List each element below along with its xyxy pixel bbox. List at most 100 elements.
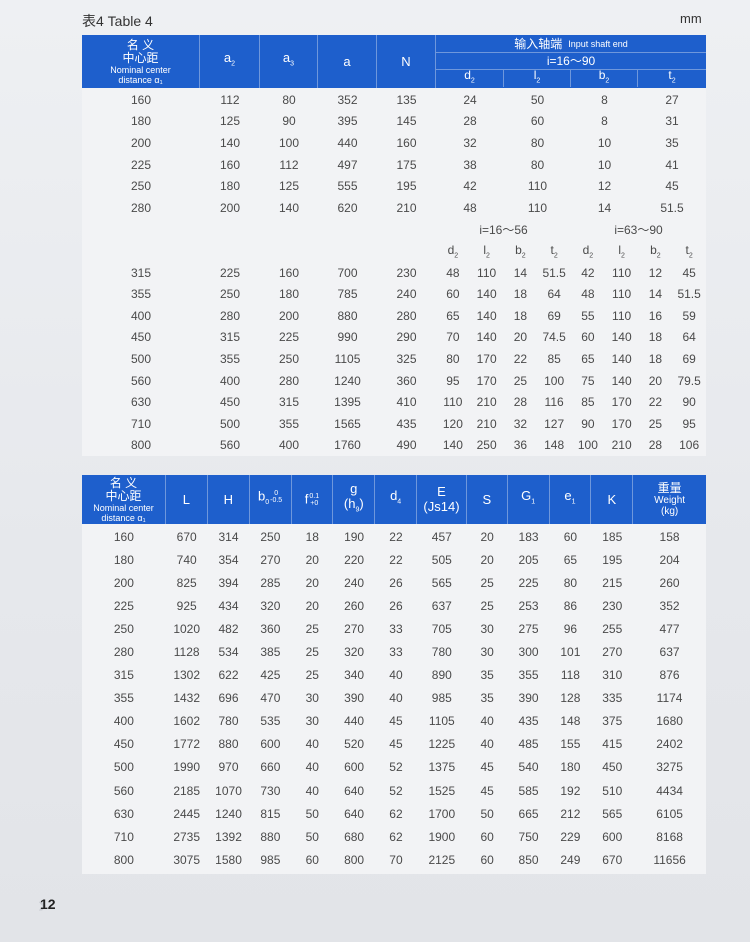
table-row: 225 160 112 497 175 38 80 10 41 — [82, 154, 706, 176]
header-en: Nominal center distance α₁ — [110, 64, 171, 85]
table-cell: 140 — [611, 351, 632, 366]
table-cell: 250 — [260, 529, 281, 544]
table-cell: 637 — [659, 645, 680, 660]
table-cell: 64 — [547, 287, 561, 302]
page-number: 12 — [40, 896, 56, 912]
table-cell: 35 — [480, 668, 494, 683]
symbol-base: b — [515, 242, 522, 257]
header-cn: 名 义 — [126, 37, 155, 52]
table-cell: 925 — [176, 598, 197, 613]
header-line1: S — [482, 493, 491, 506]
table-cell: 140 — [476, 287, 497, 302]
table-cell: 25 — [480, 575, 494, 590]
table-cell: 100 — [278, 135, 300, 150]
table-cell: 1128 — [173, 645, 200, 660]
table-cell: 51.5 — [660, 200, 684, 215]
table-cell: 135 — [396, 92, 417, 107]
table-cell: 140 — [611, 330, 632, 345]
table-cell: 249 — [560, 852, 581, 867]
group-title: 输入轴端 Input shaft end — [436, 35, 706, 53]
table-cell: 335 — [602, 691, 623, 706]
table-cell: 145 — [396, 114, 417, 129]
table-cell: 74.5 — [542, 330, 566, 345]
table-cell: 30 — [305, 691, 319, 706]
header-symbol: l2 — [534, 69, 541, 87]
symbol-subscript: 2 — [621, 252, 625, 260]
table-cell: 175 — [396, 157, 417, 172]
table-cell: 140 — [442, 438, 463, 453]
table-cell: 128 — [560, 691, 581, 706]
table-cell: 696 — [218, 691, 239, 706]
table-cell: 815 — [260, 806, 281, 821]
table-cell: 1174 — [656, 691, 683, 706]
table-cell: 25 — [305, 645, 319, 660]
subcol-row: d2 l2 b2 t2 d2 l2 b2 t2 — [82, 240, 706, 262]
header-symbol: l2 — [483, 243, 490, 259]
table-cell: 225 — [219, 265, 241, 280]
table-cell: 457 — [431, 529, 452, 544]
table-cell: 210 — [476, 416, 497, 431]
table-row: 710 500 355 1565 435 120 210 32 127 90 170 25 95 — [82, 413, 706, 435]
table-cell: 1760 — [334, 438, 361, 453]
table-cell: 640 — [344, 783, 365, 798]
table-cell: 110 — [443, 395, 463, 410]
table-row: 180 125 90 395 145 28 60 8 31 — [82, 111, 706, 133]
table-row: 630 450 315 1395 410 110 210 28 116 85 170 22 90 — [82, 391, 706, 413]
table-cell: 505 — [431, 552, 452, 567]
table-cell: 45 — [480, 783, 494, 798]
symbol-base: t — [685, 242, 689, 257]
table-cell: 160 — [278, 265, 300, 280]
table-cell: 22 — [513, 351, 528, 366]
header-nominal-center-distance: 名 义中心距 Nominal center distance α₁ — [82, 35, 200, 88]
table-cell: 24 — [463, 92, 477, 107]
table-cell: 40 — [305, 737, 319, 752]
table-cell: 96 — [563, 621, 578, 636]
symbol-base: l — [533, 68, 537, 83]
table-cell: 20 — [648, 373, 663, 388]
table-cell: 880 — [260, 829, 281, 844]
table-cell: 170 — [476, 351, 497, 366]
table-cell: 45 — [480, 760, 494, 775]
header-cell: L — [166, 475, 208, 524]
table-cell: 375 — [602, 714, 623, 729]
table-cell: 390 — [344, 691, 365, 706]
table-cell: 65 — [446, 308, 460, 323]
table-cell: 410 — [396, 395, 417, 410]
table-cell: 31 — [665, 114, 679, 129]
table-cell: 780 — [218, 714, 239, 729]
table-cell: 140 — [219, 135, 241, 150]
header-symbol: a — [343, 55, 350, 68]
table-cell: 30 — [480, 621, 494, 636]
header-line1: b0 0 -0.5 — [258, 489, 282, 509]
table-title: 表4 Table 4 — [82, 13, 153, 29]
symbol-subscript: 1 — [531, 498, 536, 506]
table-row: 180 740 354 270 20 220 22 505 20 205 65 195 204 — [82, 548, 706, 571]
table-cell: 640 — [344, 806, 365, 821]
table-cell: 200 — [130, 135, 152, 150]
table-cell: 315 — [113, 668, 134, 683]
header-cell: d4 — [375, 475, 418, 524]
table-cell: 80 — [282, 92, 296, 107]
table-row: 280 200 140 620 210 48 110 14 51.5 — [82, 197, 706, 219]
table-2-body: 160 670 314 250 18 190 22 457 20 183 60 185 158 180 74… — [82, 524, 706, 874]
symbol-tolerance: 0.1 +0 — [309, 493, 319, 507]
table-cell: 400 — [113, 714, 134, 729]
header-line2: (h9) — [344, 497, 364, 517]
table-cell: 192 — [560, 783, 581, 798]
table-cell: 20 — [480, 529, 494, 544]
table-cell: 50 — [305, 806, 319, 821]
table-cell: 125 — [219, 114, 241, 129]
table-cell: 280 — [113, 645, 134, 660]
table-cell: 40 — [480, 737, 494, 752]
table-cell: 320 — [260, 598, 281, 613]
table-cell: 240 — [344, 575, 365, 590]
table-cell: 160 — [130, 92, 152, 107]
table-row: 315 1302 622 425 25 340 40 890 35 355 118 310 876 — [82, 664, 706, 687]
table-cell: 510 — [602, 783, 623, 798]
table-cell: 40 — [389, 668, 403, 683]
table-cell: 440 — [344, 714, 365, 729]
table-cell: 140 — [278, 200, 300, 215]
table-cell: 160 — [396, 135, 417, 150]
table-cell: 300 — [518, 645, 539, 660]
table-cell: 314 — [218, 529, 239, 544]
